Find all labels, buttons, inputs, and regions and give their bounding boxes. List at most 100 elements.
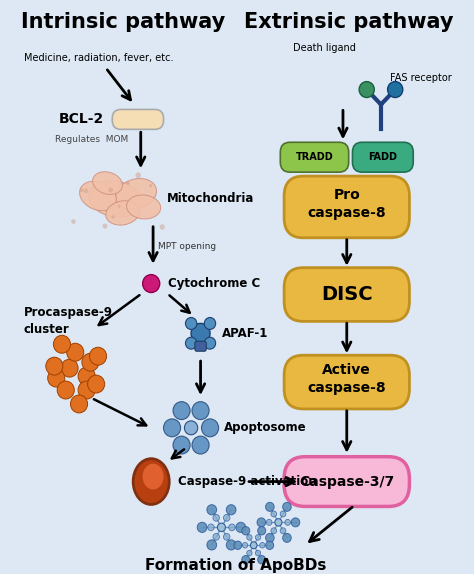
Text: Extrinsic pathway: Extrinsic pathway xyxy=(244,12,454,32)
Circle shape xyxy=(173,402,190,420)
Circle shape xyxy=(207,505,217,515)
Ellipse shape xyxy=(133,459,169,505)
Circle shape xyxy=(191,323,210,343)
Circle shape xyxy=(61,359,78,377)
Text: Pro
caspase-8: Pro caspase-8 xyxy=(308,188,386,220)
Circle shape xyxy=(197,522,207,533)
Circle shape xyxy=(271,528,277,534)
Circle shape xyxy=(67,343,84,361)
Circle shape xyxy=(173,436,190,454)
Circle shape xyxy=(201,419,219,437)
Circle shape xyxy=(247,550,252,556)
Circle shape xyxy=(118,205,120,208)
Ellipse shape xyxy=(106,201,140,225)
FancyBboxPatch shape xyxy=(284,176,410,238)
Text: Cytochrome C: Cytochrome C xyxy=(168,277,261,290)
Ellipse shape xyxy=(89,181,141,218)
Circle shape xyxy=(185,337,197,349)
Circle shape xyxy=(236,522,246,533)
Text: Apoptosome: Apoptosome xyxy=(224,421,307,435)
FancyBboxPatch shape xyxy=(284,355,410,409)
Circle shape xyxy=(280,528,286,534)
Circle shape xyxy=(234,541,242,549)
Circle shape xyxy=(192,402,209,420)
Circle shape xyxy=(46,357,63,375)
Circle shape xyxy=(208,524,214,531)
Circle shape xyxy=(283,502,291,511)
Circle shape xyxy=(266,519,272,525)
Circle shape xyxy=(143,274,160,293)
Circle shape xyxy=(136,172,141,178)
Text: Active
caspase-8: Active caspase-8 xyxy=(308,363,386,395)
Text: Procaspase-9
cluster: Procaspase-9 cluster xyxy=(24,307,113,336)
Ellipse shape xyxy=(143,464,164,490)
Circle shape xyxy=(242,556,250,564)
Circle shape xyxy=(242,526,250,535)
Text: Caspase-3/7: Caspase-3/7 xyxy=(299,475,394,488)
Circle shape xyxy=(283,533,291,542)
Text: FADD: FADD xyxy=(368,152,397,162)
Text: Death ligand: Death ligand xyxy=(292,42,356,53)
Ellipse shape xyxy=(127,195,161,219)
Circle shape xyxy=(57,381,74,399)
Circle shape xyxy=(160,224,165,230)
Text: Medicine, radiation, fever, etc.: Medicine, radiation, fever, etc. xyxy=(24,53,173,63)
Circle shape xyxy=(266,541,273,549)
Text: TRADD: TRADD xyxy=(296,152,333,162)
FancyBboxPatch shape xyxy=(353,142,413,172)
Ellipse shape xyxy=(116,179,156,210)
Text: BCL-2: BCL-2 xyxy=(58,113,104,126)
Circle shape xyxy=(149,184,152,188)
Circle shape xyxy=(280,511,286,517)
Circle shape xyxy=(359,82,374,98)
Circle shape xyxy=(84,188,88,193)
Circle shape xyxy=(164,419,181,437)
Circle shape xyxy=(204,317,216,329)
FancyBboxPatch shape xyxy=(284,457,410,506)
Circle shape xyxy=(223,514,230,521)
Text: DISC: DISC xyxy=(321,285,373,304)
Circle shape xyxy=(229,524,235,531)
Circle shape xyxy=(102,223,108,228)
Circle shape xyxy=(247,534,252,540)
Ellipse shape xyxy=(80,181,117,211)
Circle shape xyxy=(275,519,282,526)
Circle shape xyxy=(185,317,197,329)
Text: Formation of ApoBDs: Formation of ApoBDs xyxy=(145,558,327,573)
Circle shape xyxy=(111,215,115,219)
Circle shape xyxy=(82,353,99,371)
Circle shape xyxy=(184,421,198,435)
Circle shape xyxy=(226,540,236,550)
FancyBboxPatch shape xyxy=(284,267,410,321)
Circle shape xyxy=(223,533,230,540)
Circle shape xyxy=(78,381,95,399)
Circle shape xyxy=(255,534,261,540)
Ellipse shape xyxy=(92,172,122,195)
Circle shape xyxy=(226,505,236,515)
Circle shape xyxy=(250,542,257,549)
Circle shape xyxy=(257,518,265,527)
Circle shape xyxy=(207,540,217,550)
Circle shape xyxy=(126,181,129,184)
Circle shape xyxy=(260,542,265,548)
Text: MPT opening: MPT opening xyxy=(158,242,216,251)
Text: Mitochondria: Mitochondria xyxy=(167,192,255,205)
Circle shape xyxy=(258,556,266,564)
Circle shape xyxy=(218,523,226,532)
Circle shape xyxy=(78,367,95,385)
Circle shape xyxy=(271,511,277,517)
Text: Caspase-9 activation: Caspase-9 activation xyxy=(178,475,317,488)
Circle shape xyxy=(54,335,71,353)
Circle shape xyxy=(109,188,113,192)
Circle shape xyxy=(204,337,216,349)
Circle shape xyxy=(71,395,88,413)
Circle shape xyxy=(285,519,291,525)
FancyBboxPatch shape xyxy=(112,110,164,129)
Circle shape xyxy=(258,526,266,535)
Circle shape xyxy=(265,533,274,542)
Circle shape xyxy=(90,347,107,365)
Circle shape xyxy=(255,550,261,556)
Circle shape xyxy=(192,436,209,454)
Circle shape xyxy=(242,542,248,548)
Text: Intrinsic pathway: Intrinsic pathway xyxy=(20,12,225,32)
